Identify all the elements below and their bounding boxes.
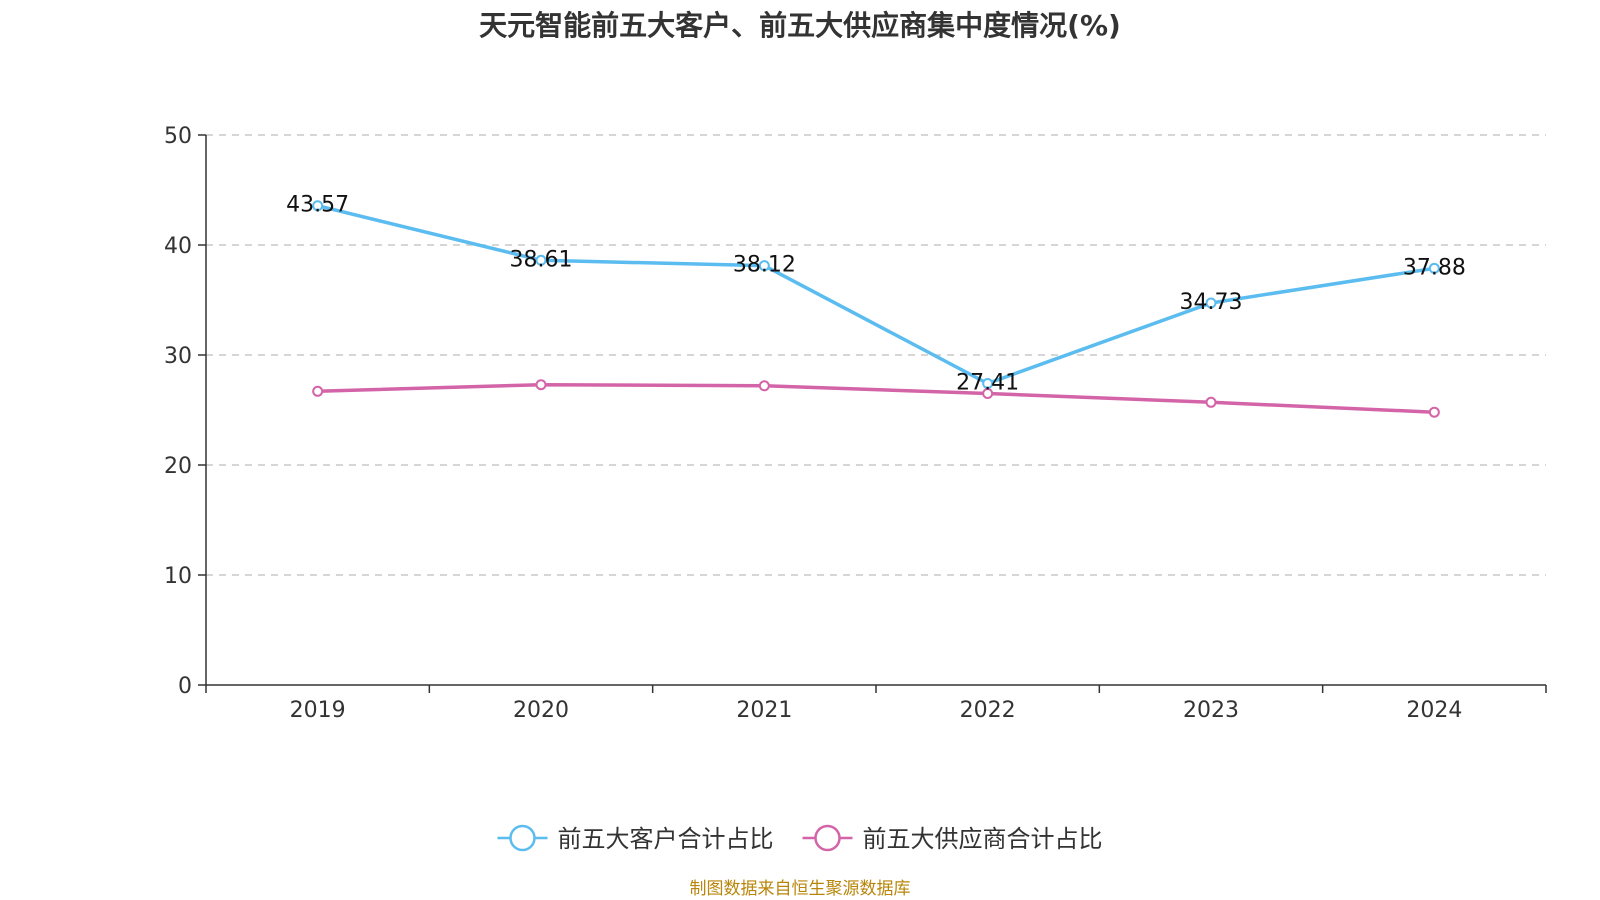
data-point	[312, 200, 324, 212]
legend-item-0[interactable]: 前五大客户合计占比	[497, 824, 774, 853]
x-tick-label: 2019	[290, 698, 346, 723]
y-axis-ticks: 0 10 20 30 40 50	[164, 124, 206, 699]
x-axis-ticks: 2019 2020 2021 2022 2023 2024	[205, 685, 1547, 723]
x-tick-label: 2020	[513, 698, 569, 723]
data-point	[758, 260, 770, 272]
y-tick-label: 20	[164, 454, 192, 479]
legend-marker-icon	[814, 824, 841, 852]
legend-marker-icon	[509, 824, 536, 852]
data-point	[982, 377, 994, 389]
series-line-1	[317, 382, 1435, 414]
y-tick-label: 10	[164, 564, 192, 589]
legend-label: 前五大供应商合计占比	[863, 825, 1103, 853]
x-tick-label: 2024	[1406, 698, 1462, 723]
x-tick-label: 2021	[736, 698, 792, 723]
data-point	[1428, 406, 1440, 418]
legend-label: 前五大客户合计占比	[558, 825, 774, 853]
axes	[205, 135, 1546, 686]
data-point	[535, 379, 547, 391]
grid-lines	[206, 134, 1546, 576]
series-line-0	[317, 204, 1435, 386]
data-point	[535, 254, 547, 266]
series-lines	[312, 200, 1440, 418]
y-tick-label: 30	[164, 344, 192, 369]
legend-item-1[interactable]: 前五大供应商合计占比	[802, 824, 1103, 853]
source-note: 制图数据来自恒生聚源数据库	[689, 879, 911, 899]
data-label: 38.12	[733, 253, 796, 278]
data-point	[312, 385, 324, 397]
legend[interactable]: 前五大客户合计占比 前五大供应商合计占比	[497, 824, 1103, 853]
data-label: 34.73	[1180, 290, 1243, 315]
data-labels: 43.57 38.61 38.12 27.41 34.73 37.88	[286, 193, 1466, 396]
y-tick-label: 50	[164, 124, 192, 149]
y-tick-label: 40	[164, 234, 192, 259]
data-point	[1428, 262, 1440, 274]
y-tick-label: 0	[178, 674, 192, 699]
data-point	[758, 380, 770, 392]
data-point	[982, 388, 994, 399]
data-label: 37.88	[1403, 255, 1466, 280]
data-label: 43.57	[286, 193, 349, 218]
data-label: 27.41	[956, 370, 1019, 395]
x-tick-label: 2022	[960, 698, 1016, 723]
data-point	[1205, 297, 1217, 309]
chart-title: 天元智能前五大客户、前五大供应商集中度情况(%)	[479, 9, 1121, 42]
data-point	[1205, 396, 1217, 408]
data-label: 38.61	[510, 247, 573, 272]
x-tick-label: 2023	[1183, 698, 1239, 723]
